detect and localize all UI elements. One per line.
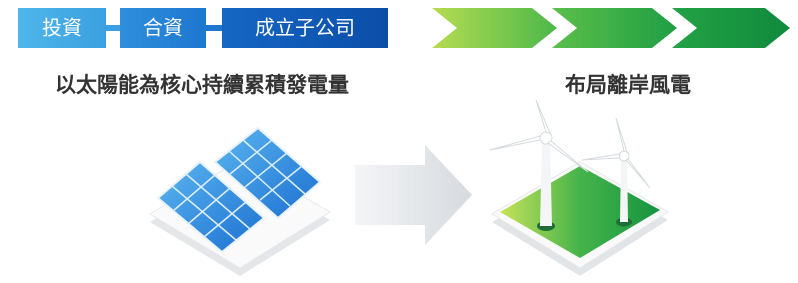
connector <box>105 25 121 31</box>
step-label: 成立子公司 <box>255 16 355 40</box>
wind-illustration <box>490 100 668 276</box>
arrow <box>355 145 472 245</box>
solar-illustration <box>150 128 330 276</box>
step-label: 投資 <box>42 16 82 40</box>
chevron <box>672 8 790 48</box>
right-caption: 布局離岸風電 <box>565 73 691 97</box>
infographic: 投資 合資 成立子公司 以太陽能為核心持續累積發電量 布局離岸風電 <box>0 0 798 283</box>
chevron <box>432 8 557 48</box>
left-caption: 以太陽能為核心持續累積發電量 <box>55 73 349 97</box>
connector <box>205 25 223 31</box>
chevrons <box>432 8 790 48</box>
step-label: 合資 <box>143 16 183 40</box>
chevron <box>552 8 677 48</box>
steps: 投資 合資 成立子公司 <box>18 8 388 48</box>
